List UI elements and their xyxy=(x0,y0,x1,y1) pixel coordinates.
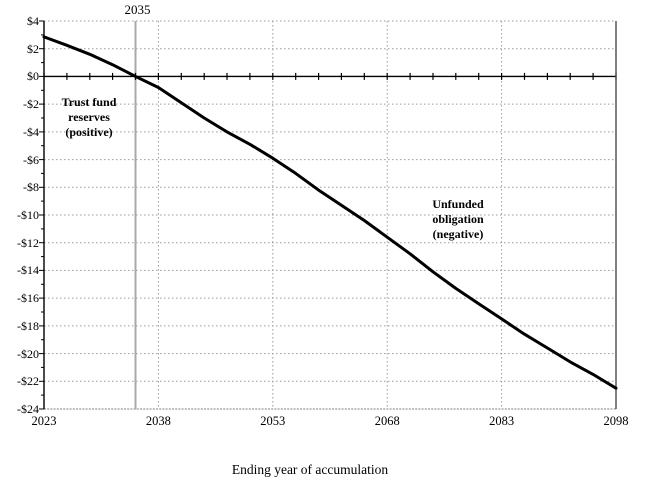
y-tick-label: -$8 xyxy=(23,180,39,195)
y-tick-label: -$22 xyxy=(17,374,39,389)
zero-axis-ticks xyxy=(43,72,617,80)
y-tick-label: -$10 xyxy=(17,208,39,222)
y-tick-label: $0 xyxy=(27,69,39,84)
y-tick-label: $2 xyxy=(27,41,39,56)
series-line xyxy=(42,35,618,390)
y-tick-label: -$2 xyxy=(23,97,39,112)
y-tick-label: -$20 xyxy=(17,346,39,361)
depletion-year-label: 2035 xyxy=(124,2,151,17)
x-tick-label: 2098 xyxy=(603,414,629,428)
y-tick-label: -$4 xyxy=(23,124,39,139)
x-tick-label: 2068 xyxy=(374,414,400,428)
y-tick-label: -$12 xyxy=(17,235,39,250)
y-axis-ticks xyxy=(39,20,44,410)
y-tick-label: -$6 xyxy=(23,152,39,167)
x-tick-label: 2083 xyxy=(489,414,515,428)
y-tick-label: -$14 xyxy=(17,263,39,278)
x-tick-label: 2023 xyxy=(31,414,57,428)
annotation-trust-fund-reserves: Trust fund reserves (positive) xyxy=(61,95,117,139)
x-axis-title: Ending year of accumulation xyxy=(231,462,389,477)
y-tick-label: -$18 xyxy=(17,318,39,333)
horizontal-gridlines xyxy=(44,20,616,410)
y-tick-label: $4 xyxy=(27,14,39,28)
x-tick-label: 2053 xyxy=(260,414,286,428)
y-tick-label: -$24 xyxy=(17,402,39,416)
annotation-unfunded-obligation: Unfunded obligation (negative) xyxy=(432,197,484,241)
x-tick-label: 2038 xyxy=(145,414,171,428)
y-tick-label: -$16 xyxy=(17,291,39,306)
